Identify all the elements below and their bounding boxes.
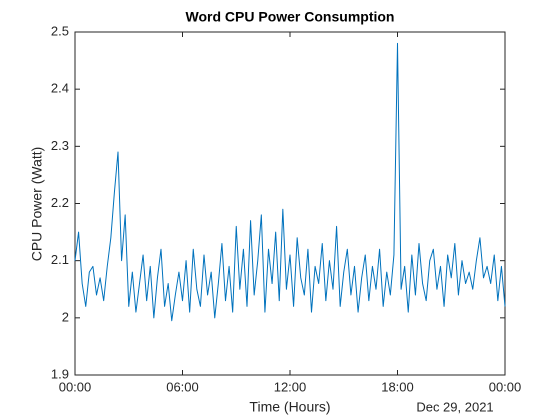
chart-title: Word CPU Power Consumption bbox=[186, 9, 395, 25]
y-tick-label: 2 bbox=[62, 309, 69, 324]
y-tick-label: 2.3 bbox=[51, 138, 69, 153]
y-tick-label: 1.9 bbox=[51, 366, 69, 381]
x-axis-label: Time (Hours) bbox=[249, 399, 330, 415]
x-tick-label: 18:00 bbox=[381, 379, 414, 394]
y-tick-label: 2.2 bbox=[51, 195, 69, 210]
x-tick-label: 12:00 bbox=[274, 379, 307, 394]
x-tick-label: 00:00 bbox=[489, 379, 522, 394]
y-tick-label: 2.4 bbox=[51, 81, 69, 96]
y-tick-label: 2.5 bbox=[51, 23, 69, 38]
data-line bbox=[74, 42, 506, 322]
x-tick-label: 06:00 bbox=[166, 379, 199, 394]
y-tick-label: 2.1 bbox=[51, 252, 69, 267]
plot-area bbox=[74, 31, 506, 376]
x-date-label: Dec 29, 2021 bbox=[416, 399, 493, 414]
x-tick-label: 00:00 bbox=[59, 379, 92, 394]
y-axis-label: CPU Power (Watt) bbox=[29, 147, 45, 262]
